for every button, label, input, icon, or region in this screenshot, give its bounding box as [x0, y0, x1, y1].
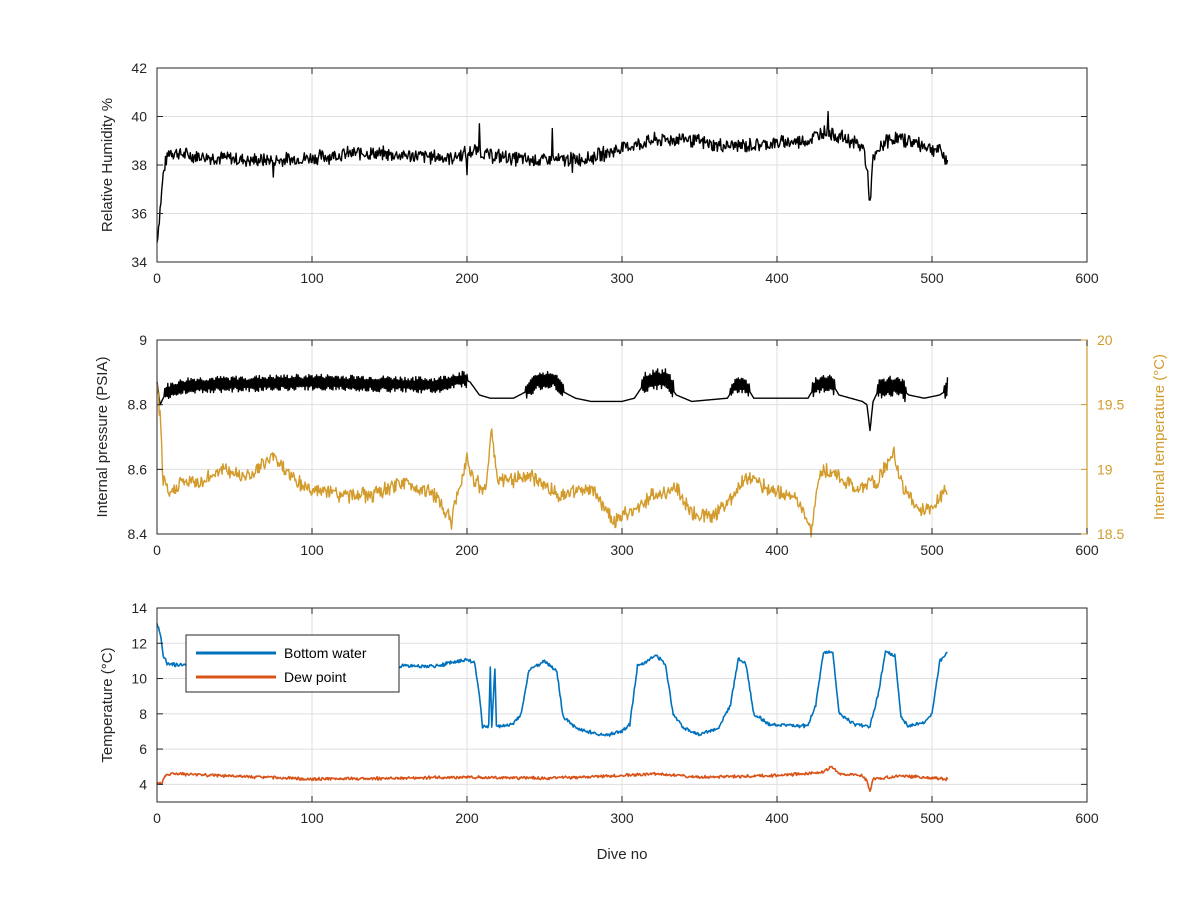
- y-tick-label: 34: [131, 254, 147, 270]
- series-1-1-line: [156, 382, 948, 538]
- y-tick-label: 6: [139, 741, 147, 757]
- x-tick-label: 0: [153, 810, 161, 826]
- x-tick-label: 400: [765, 542, 789, 558]
- y-tick-label: 8.8: [128, 397, 148, 413]
- y-tick-label: 8: [139, 706, 147, 722]
- x-tick-label: 300: [610, 810, 634, 826]
- legend-box: [185, 634, 400, 693]
- pressure-temperature-panel: 0 100 200 300 400 500 600 8.4 8.6 8.8 9 18.5 19 19.5 2…: [94, 332, 1168, 558]
- x-tick-label: 100: [300, 270, 324, 286]
- legend-entry: Dew point: [284, 669, 346, 685]
- y-tick-label: 8.4: [128, 526, 148, 542]
- x-tick-label: 300: [610, 542, 634, 558]
- series-1-0-line: [156, 368, 949, 432]
- temperature-panel: 0 100 200 300 400 500 600 4 6 8 10 12 14 Temperature …: [99, 600, 1099, 863]
- x-tick-label: 200: [455, 270, 479, 286]
- x-tick-label: 400: [765, 810, 789, 826]
- x-tick-label: 300: [610, 270, 634, 286]
- y-tick-label: 4: [139, 776, 147, 792]
- x-tick-label: 500: [920, 270, 944, 286]
- y-axis-label: Temperature (°C): [99, 647, 116, 762]
- y-tick-label: 10: [131, 671, 147, 687]
- series-0-0-line: [156, 110, 949, 243]
- right-y-tick-label: 20: [1097, 332, 1113, 348]
- y-tick-label: 40: [131, 109, 147, 125]
- x-tick-label: 500: [920, 542, 944, 558]
- right-y-tick-label: 19: [1097, 461, 1113, 477]
- y-axis-label: Internal pressure (PSIA): [94, 357, 111, 518]
- y-tick-label: 42: [131, 60, 147, 76]
- humidity-panel: 0 100 200 300 400 500 600 34 36 38 40 42 Relative Hu…: [99, 60, 1099, 286]
- y-tick-label: 12: [131, 635, 147, 651]
- x-tick-label: 100: [300, 542, 324, 558]
- x-tick-label: 400: [765, 270, 789, 286]
- x-tick-label: 600: [1075, 270, 1099, 286]
- x-tick-label: 0: [153, 270, 161, 286]
- right-y-tick-label: 18.5: [1097, 526, 1124, 542]
- dew-point-line: [156, 765, 949, 792]
- right-y-axis-label: Internal temperature (°C): [1151, 354, 1168, 520]
- y-tick-label: 9: [139, 332, 147, 348]
- legend: Bottom water Dew point: [185, 634, 400, 693]
- y-tick-label: 36: [131, 206, 147, 222]
- y-axis-label: Relative Humidity %: [99, 98, 116, 232]
- x-tick-label: 100: [300, 810, 324, 826]
- y-tick-label: 38: [131, 157, 147, 173]
- right-y-tick-label: 19.5: [1097, 397, 1124, 413]
- x-tick-label: 200: [455, 810, 479, 826]
- x-tick-label: 600: [1075, 810, 1099, 826]
- y-tick-label: 8.6: [128, 461, 148, 477]
- y-tick-label: 14: [131, 600, 147, 616]
- x-tick-label: 600: [1075, 542, 1099, 558]
- x-axis-label: Dive no: [597, 846, 648, 863]
- x-tick-label: 500: [920, 810, 944, 826]
- x-tick-label: 200: [455, 542, 479, 558]
- x-tick-label: 0: [153, 542, 161, 558]
- legend-entry: Bottom water: [284, 645, 367, 661]
